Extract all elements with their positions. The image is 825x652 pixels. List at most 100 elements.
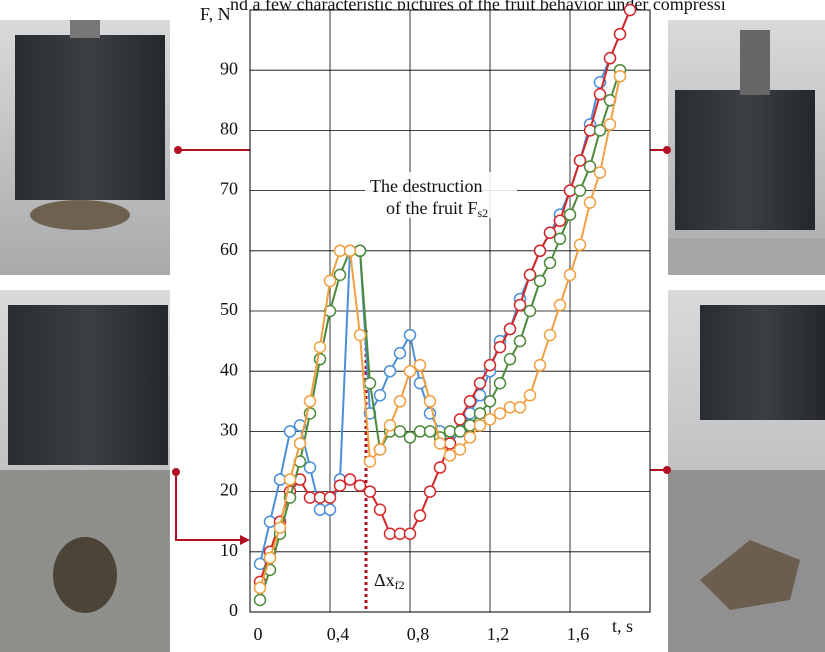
data-point	[395, 426, 406, 437]
data-point	[325, 504, 336, 515]
data-point	[475, 420, 486, 431]
data-point	[535, 245, 546, 256]
data-point	[355, 480, 366, 491]
data-point	[555, 215, 566, 226]
data-point	[525, 390, 536, 401]
data-point	[335, 480, 346, 491]
y-tick-label: 30	[220, 420, 238, 440]
data-point	[375, 390, 386, 401]
y-tick-label: 90	[220, 58, 238, 78]
data-point	[435, 462, 446, 473]
annotation-line: The destruction	[370, 176, 482, 196]
y-tick-label: 80	[220, 119, 238, 139]
data-point	[565, 269, 576, 280]
data-point	[465, 432, 476, 443]
y-tick-label: 70	[220, 179, 238, 199]
y-tick-label: 50	[220, 299, 238, 319]
data-point	[405, 528, 416, 539]
y-tick-label: 0	[229, 600, 238, 620]
data-point	[355, 330, 366, 341]
data-point	[565, 209, 576, 220]
data-point	[295, 438, 306, 449]
data-point	[515, 336, 526, 347]
data-point	[455, 426, 466, 437]
data-point	[485, 360, 496, 371]
data-point	[345, 245, 356, 256]
data-point	[485, 414, 496, 425]
data-point	[345, 474, 356, 485]
photo-bottom-right	[668, 290, 825, 652]
data-point	[575, 239, 586, 250]
y-axis-label: F, N	[200, 4, 231, 24]
data-point	[315, 342, 326, 353]
data-point	[625, 5, 636, 16]
data-point	[365, 378, 376, 389]
data-point	[595, 89, 606, 100]
data-point	[455, 444, 466, 455]
data-point	[525, 269, 536, 280]
data-point	[365, 456, 376, 467]
data-point	[525, 306, 536, 317]
data-point	[375, 444, 386, 455]
data-point	[335, 269, 346, 280]
data-point	[485, 396, 496, 407]
data-point	[595, 167, 606, 178]
data-point	[495, 408, 506, 419]
reference-label-text: Δx	[374, 570, 395, 590]
data-point	[325, 275, 336, 286]
data-point	[575, 155, 586, 166]
data-point	[305, 462, 316, 473]
data-point	[545, 330, 556, 341]
annotation-text: of the fruit F	[386, 198, 478, 218]
y-tick-label: 10	[220, 540, 238, 560]
data-point	[575, 185, 586, 196]
data-point	[285, 426, 296, 437]
data-point	[585, 197, 596, 208]
data-point	[475, 408, 486, 419]
data-point	[425, 486, 436, 497]
data-point	[595, 125, 606, 136]
x-tick-label: 1,2	[487, 624, 510, 644]
data-point	[265, 552, 276, 563]
data-point	[465, 396, 476, 407]
x-tick-label: 1,6	[567, 624, 590, 644]
data-point	[605, 53, 616, 64]
data-point	[435, 438, 446, 449]
data-point	[585, 161, 596, 172]
data-point	[385, 366, 396, 377]
data-point	[405, 330, 416, 341]
data-point	[405, 366, 416, 377]
data-point	[545, 257, 556, 268]
data-point	[505, 354, 516, 365]
photo-top-right	[668, 20, 825, 275]
data-point	[255, 582, 266, 593]
data-point	[505, 324, 516, 335]
data-point	[555, 299, 566, 310]
data-point	[615, 29, 626, 40]
page: nd a few characteristic pictures of the …	[0, 0, 825, 652]
data-point	[305, 396, 316, 407]
data-point	[425, 396, 436, 407]
x-axis-label: t, s	[612, 616, 633, 636]
data-point	[425, 426, 436, 437]
y-tick-label: 60	[220, 239, 238, 259]
y-tick-label: 40	[220, 359, 238, 379]
data-point	[535, 360, 546, 371]
photo-bottom-left	[0, 290, 170, 652]
data-point	[395, 348, 406, 359]
y-tick-label: 20	[220, 480, 238, 500]
data-point	[515, 402, 526, 413]
annotation-sub: s2	[478, 206, 489, 220]
data-point	[415, 360, 426, 371]
data-point	[275, 522, 286, 533]
annotation-line: of the fruit Fs2	[386, 198, 488, 220]
photo-top-left	[0, 20, 170, 275]
chart: nd a few characteristic pictures of the …	[0, 0, 825, 652]
data-point	[535, 275, 546, 286]
data-point	[495, 342, 506, 353]
x-tick-label: 0,8	[407, 624, 430, 644]
data-point	[555, 233, 566, 244]
data-point	[365, 486, 376, 497]
data-point	[405, 432, 416, 443]
